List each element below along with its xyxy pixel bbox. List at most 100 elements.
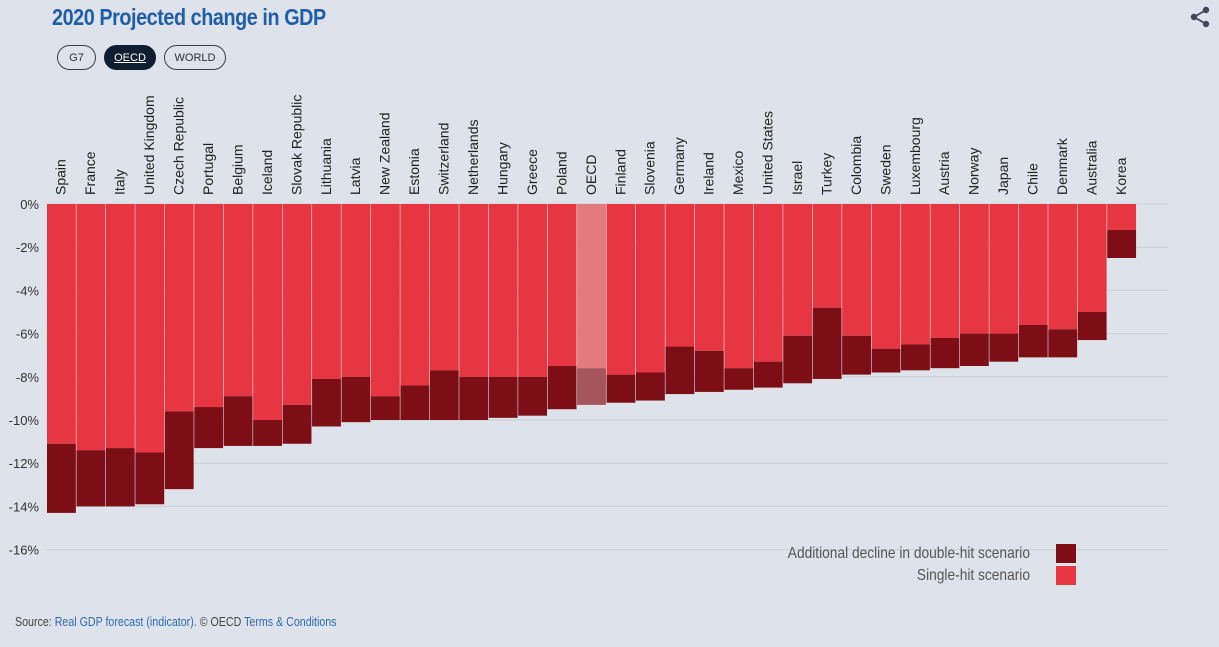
bar-double-hit bbox=[606, 374, 636, 403]
bar-single-hit bbox=[47, 204, 76, 444]
bar-double-hit bbox=[665, 346, 695, 395]
x-category-label: Korea bbox=[1113, 157, 1129, 195]
bar-single-hit bbox=[312, 204, 341, 379]
bar-single-hit bbox=[959, 204, 989, 334]
bar-double-hit bbox=[930, 337, 960, 369]
copyright-text: © OECD bbox=[199, 614, 242, 629]
bar-double-hit bbox=[842, 335, 871, 375]
bar-single-hit bbox=[901, 204, 930, 345]
bar-double-hit bbox=[636, 372, 665, 401]
x-category-label: Italy bbox=[112, 169, 128, 195]
x-category-label: Luxembourg bbox=[907, 117, 923, 195]
bar-double-hit bbox=[400, 385, 430, 420]
x-category-label: Netherlands bbox=[465, 119, 481, 195]
bar-double-hit bbox=[518, 376, 548, 416]
x-category-label: Germany bbox=[671, 137, 687, 195]
y-tick-label: -12% bbox=[9, 456, 40, 471]
bar-single-hit bbox=[577, 204, 606, 369]
bar-single-hit bbox=[783, 204, 813, 336]
bar-single-hit bbox=[429, 204, 459, 371]
bar-single-hit bbox=[753, 204, 783, 362]
x-category-label: France bbox=[82, 151, 98, 195]
x-category-label: Iceland bbox=[259, 150, 275, 195]
x-category-label: Austria bbox=[936, 151, 952, 195]
bar-single-hit bbox=[194, 204, 224, 408]
x-category-label: Colombia bbox=[848, 136, 864, 195]
x-category-label: OECD bbox=[583, 155, 599, 195]
bar-double-hit bbox=[47, 443, 76, 513]
y-tick-label: -2% bbox=[16, 240, 40, 255]
bar-double-hit bbox=[135, 452, 165, 505]
chart-title: 2020 Projected change in GDP bbox=[52, 4, 326, 30]
bar-single-hit bbox=[341, 204, 371, 377]
x-category-label: Spain bbox=[53, 159, 69, 195]
bar-double-hit bbox=[577, 368, 606, 405]
bar-double-hit bbox=[694, 350, 724, 392]
bar-double-hit bbox=[871, 348, 901, 373]
bar-single-hit bbox=[871, 204, 901, 349]
bar-single-hit bbox=[1048, 204, 1078, 330]
bar-double-hit bbox=[488, 376, 518, 418]
y-tick-label: 0% bbox=[20, 197, 39, 212]
bar-double-hit bbox=[164, 411, 194, 490]
bar-single-hit bbox=[253, 204, 282, 420]
bar-double-hit bbox=[753, 361, 783, 388]
bar-double-hit bbox=[959, 333, 989, 366]
bar-double-hit bbox=[989, 333, 1019, 362]
bar-double-hit bbox=[194, 407, 224, 449]
bar-single-hit bbox=[400, 204, 430, 386]
legend-label: Additional decline in double-hit scenari… bbox=[788, 544, 1030, 562]
x-category-label: Latvia bbox=[347, 157, 363, 195]
share-icon[interactable] bbox=[1189, 6, 1211, 28]
bar-single-hit bbox=[930, 204, 960, 338]
x-category-label: Greece bbox=[524, 149, 540, 195]
x-category-label: Poland bbox=[553, 151, 569, 195]
bar-single-hit bbox=[105, 204, 135, 449]
bar-single-hit bbox=[842, 204, 871, 336]
bar-single-hit bbox=[223, 204, 253, 397]
x-category-label: Lithuania bbox=[318, 138, 334, 195]
y-tick-label: -8% bbox=[16, 370, 40, 385]
bar-double-hit bbox=[341, 376, 371, 423]
bar-single-hit bbox=[724, 204, 754, 369]
source-prefix: Source: bbox=[15, 614, 52, 629]
bar-double-hit bbox=[1018, 324, 1048, 358]
x-category-label: Czech Republic bbox=[171, 97, 187, 195]
terms-link[interactable]: Terms & Conditions bbox=[244, 614, 337, 629]
bar-single-hit bbox=[135, 204, 165, 453]
bar-double-hit bbox=[76, 450, 106, 507]
x-category-label: Israel bbox=[789, 161, 805, 195]
x-category-label: Denmark bbox=[1054, 137, 1070, 195]
source-link[interactable]: Real GDP forecast (indicator). bbox=[54, 614, 197, 629]
bar-single-hit bbox=[1107, 204, 1137, 230]
filter-oecd-button[interactable]: OECD bbox=[104, 45, 156, 70]
x-category-label: New Zealand bbox=[377, 113, 393, 196]
filter-world-button[interactable]: WORLD bbox=[164, 45, 226, 70]
legend-label: Single-hit scenario bbox=[917, 566, 1030, 584]
filter-group: G7 OECD WORLD bbox=[57, 45, 226, 70]
x-category-label: Norway bbox=[966, 148, 982, 195]
legend-swatch bbox=[1056, 544, 1076, 563]
x-category-label: Mexico bbox=[730, 150, 746, 195]
bar-double-hit bbox=[724, 368, 754, 390]
bar-double-hit bbox=[253, 420, 282, 446]
bar-single-hit bbox=[606, 204, 636, 375]
bar-single-hit bbox=[989, 204, 1019, 334]
bar-double-hit bbox=[783, 335, 813, 384]
x-category-label: Belgium bbox=[229, 144, 245, 195]
bar-single-hit bbox=[1018, 204, 1048, 325]
x-category-label: Chile bbox=[1025, 163, 1041, 195]
bar-double-hit bbox=[223, 396, 253, 446]
filter-g7-button[interactable]: G7 bbox=[57, 45, 96, 70]
bar-single-hit bbox=[459, 204, 489, 377]
x-category-label: Slovak Republic bbox=[288, 95, 304, 195]
x-category-label: Switzerland bbox=[436, 123, 452, 195]
x-category-label: Hungary bbox=[494, 142, 510, 195]
bar-single-hit bbox=[812, 204, 842, 308]
bar-single-hit bbox=[164, 204, 194, 412]
x-category-label: Estonia bbox=[406, 148, 422, 195]
legend-swatch bbox=[1056, 566, 1076, 585]
x-category-label: United States bbox=[760, 111, 776, 195]
bar-double-hit bbox=[459, 376, 489, 420]
